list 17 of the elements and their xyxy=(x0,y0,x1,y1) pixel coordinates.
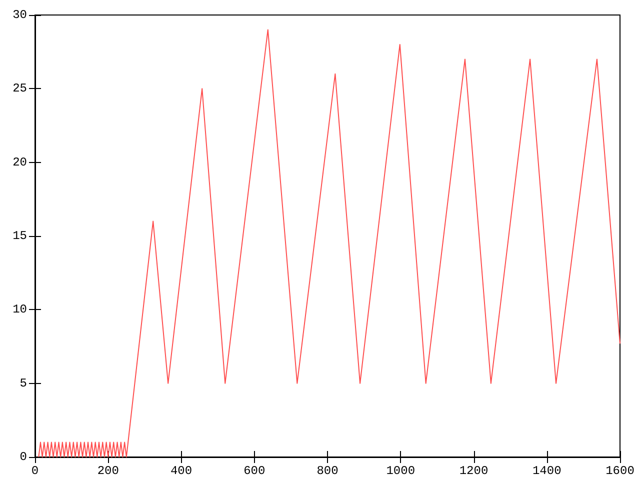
y-tick-label: 10 xyxy=(12,302,27,317)
x-tick-label: 800 xyxy=(316,464,338,478)
x-tick-label: 1400 xyxy=(532,464,562,478)
x-tick-label: 1600 xyxy=(606,464,634,478)
y-tick-label: 30 xyxy=(12,8,27,22)
y-tick-label: 20 xyxy=(12,155,27,170)
x-tick-label: 1200 xyxy=(459,464,488,478)
y-tick-label: 15 xyxy=(12,229,27,243)
line-series xyxy=(38,29,620,458)
x-tick-label: 600 xyxy=(244,464,266,478)
y-tick-label: 25 xyxy=(12,82,27,96)
y-tick-label: 0 xyxy=(20,450,27,464)
y-tick-label: 5 xyxy=(20,376,27,390)
x-tick-label: 200 xyxy=(97,464,119,478)
x-tick-label: 0 xyxy=(31,464,39,478)
x-tick-label: 1000 xyxy=(386,464,416,478)
x-tick-label: 400 xyxy=(170,464,192,478)
